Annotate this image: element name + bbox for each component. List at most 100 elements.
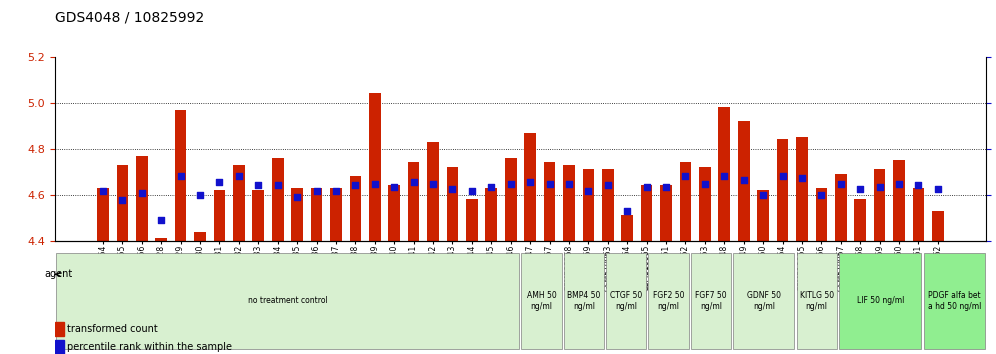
Point <box>872 184 887 190</box>
Point <box>833 181 849 187</box>
Bar <box>291 188 303 241</box>
Bar <box>622 216 633 241</box>
Bar <box>544 162 556 241</box>
Bar <box>252 190 264 241</box>
Text: GDS4048 / 10825992: GDS4048 / 10825992 <box>55 11 204 25</box>
Text: agent: agent <box>44 269 73 279</box>
Bar <box>505 158 517 241</box>
Point <box>775 173 791 179</box>
Text: PDGF alfa bet
a hd 50 ng/ml: PDGF alfa bet a hd 50 ng/ml <box>927 291 981 310</box>
Point <box>503 181 519 187</box>
Point <box>755 192 771 198</box>
Point <box>444 186 460 192</box>
Text: percentile rank within the sample: percentile rank within the sample <box>68 342 232 352</box>
Bar <box>194 232 206 241</box>
Point <box>192 192 208 198</box>
Bar <box>466 199 478 241</box>
Bar <box>369 93 380 241</box>
Point <box>270 183 286 188</box>
Bar <box>893 160 905 241</box>
Point <box>910 183 926 188</box>
Point <box>211 179 227 185</box>
Point <box>891 181 907 187</box>
Bar <box>155 239 167 241</box>
Bar <box>213 190 225 241</box>
Bar <box>55 340 64 354</box>
Point <box>328 188 344 194</box>
Bar <box>660 185 672 241</box>
Point <box>561 181 577 187</box>
Bar <box>446 167 458 241</box>
Point <box>289 194 305 199</box>
Point <box>464 188 480 194</box>
Text: FGF7 50
ng/ml: FGF7 50 ng/ml <box>695 291 727 310</box>
Point <box>638 184 654 190</box>
Bar <box>816 188 828 241</box>
Bar <box>174 110 186 241</box>
Point <box>542 181 558 187</box>
Bar <box>796 137 808 241</box>
Bar <box>524 133 536 241</box>
Bar <box>699 167 711 241</box>
FancyBboxPatch shape <box>839 253 921 349</box>
Point <box>677 173 693 179</box>
Point <box>115 198 130 203</box>
Bar <box>873 170 885 241</box>
Bar <box>388 185 400 241</box>
FancyBboxPatch shape <box>691 253 731 349</box>
Bar <box>98 188 109 241</box>
FancyBboxPatch shape <box>607 253 646 349</box>
Point <box>348 183 364 188</box>
FancyBboxPatch shape <box>923 253 985 349</box>
Point <box>794 175 810 181</box>
Bar <box>738 121 750 241</box>
Point <box>522 179 538 185</box>
Point <box>386 184 402 190</box>
Point <box>172 173 188 179</box>
Bar <box>233 165 245 241</box>
Bar <box>407 162 419 241</box>
Bar <box>427 142 439 241</box>
Bar <box>117 165 128 241</box>
Point <box>658 184 674 190</box>
FancyBboxPatch shape <box>522 253 562 349</box>
Bar <box>311 188 323 241</box>
FancyBboxPatch shape <box>733 253 795 349</box>
Bar <box>602 170 614 241</box>
Point <box>95 188 111 194</box>
Bar <box>350 176 362 241</box>
Bar <box>563 165 575 241</box>
Point <box>367 181 382 187</box>
Bar <box>718 107 730 241</box>
Point <box>309 188 325 194</box>
Point <box>814 192 830 198</box>
Point <box>716 173 732 179</box>
Bar <box>640 185 652 241</box>
Point <box>581 188 597 194</box>
Bar <box>757 190 769 241</box>
Text: AMH 50
ng/ml: AMH 50 ng/ml <box>527 291 557 310</box>
Point <box>405 179 421 185</box>
Bar <box>679 162 691 241</box>
FancyBboxPatch shape <box>564 253 604 349</box>
Bar <box>912 188 924 241</box>
Bar <box>330 188 342 241</box>
Point <box>600 183 616 188</box>
Text: BMP4 50
ng/ml: BMP4 50 ng/ml <box>567 291 601 310</box>
FancyBboxPatch shape <box>797 253 837 349</box>
Text: no treatment control: no treatment control <box>248 296 328 306</box>
Bar <box>485 188 497 241</box>
Bar <box>272 158 284 241</box>
Point <box>153 218 169 223</box>
Bar <box>835 174 847 241</box>
FancyBboxPatch shape <box>648 253 688 349</box>
Text: LIF 50 ng/ml: LIF 50 ng/ml <box>857 296 904 306</box>
Bar <box>583 170 595 241</box>
Point <box>736 177 752 183</box>
Point <box>133 190 149 196</box>
Bar <box>855 199 867 241</box>
Point <box>930 186 946 192</box>
Point <box>425 181 441 187</box>
Point <box>483 184 499 190</box>
FancyBboxPatch shape <box>56 253 519 349</box>
